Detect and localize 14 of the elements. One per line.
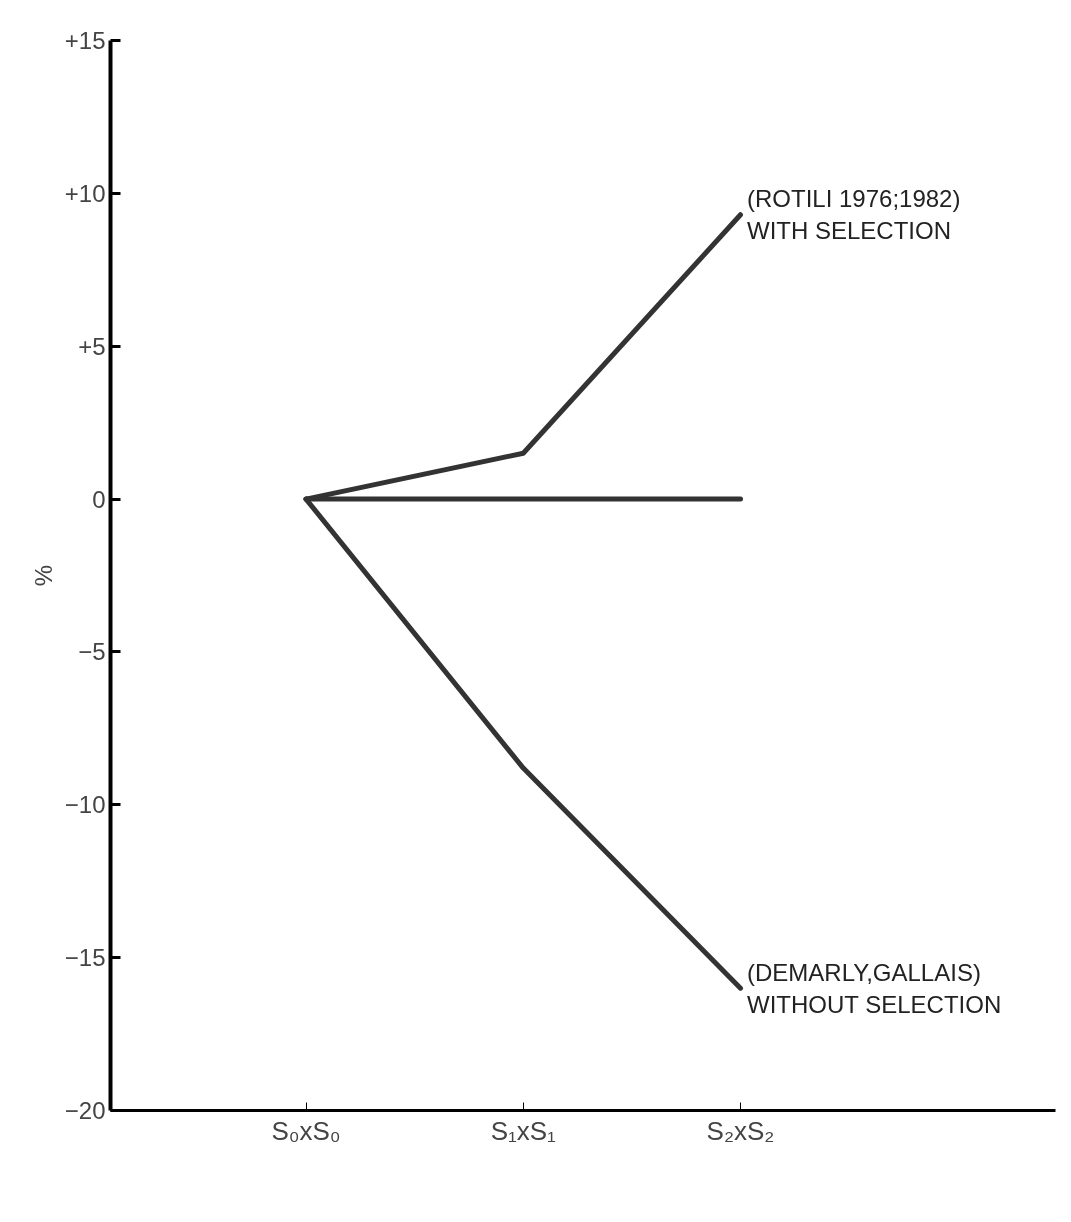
x-tick-label: S₀xS₀ — [271, 1115, 341, 1146]
y-tick-label: +15 — [64, 27, 106, 54]
y-tick-label: +10 — [64, 179, 106, 207]
annotation: (DEMARLY,GALLAIS) WITHOUT SELECTION — [747, 958, 1002, 1018]
y-axis-title: % — [29, 564, 57, 587]
y-tick-label: −15 — [64, 944, 106, 972]
y-tick-label: 0 — [92, 485, 106, 513]
y-tick-label: −20 — [64, 1097, 106, 1124]
x-tick-label: S₂xS₂ — [706, 1115, 775, 1146]
y-tick-label: −5 — [78, 638, 106, 666]
y-tick-label: +5 — [78, 332, 106, 360]
y-tick-label: −10 — [64, 791, 106, 819]
x-tick-label: S₁xS₁ — [490, 1115, 557, 1146]
annotation: (ROTILI 1976;1982) WITH SELECTION — [747, 185, 961, 245]
